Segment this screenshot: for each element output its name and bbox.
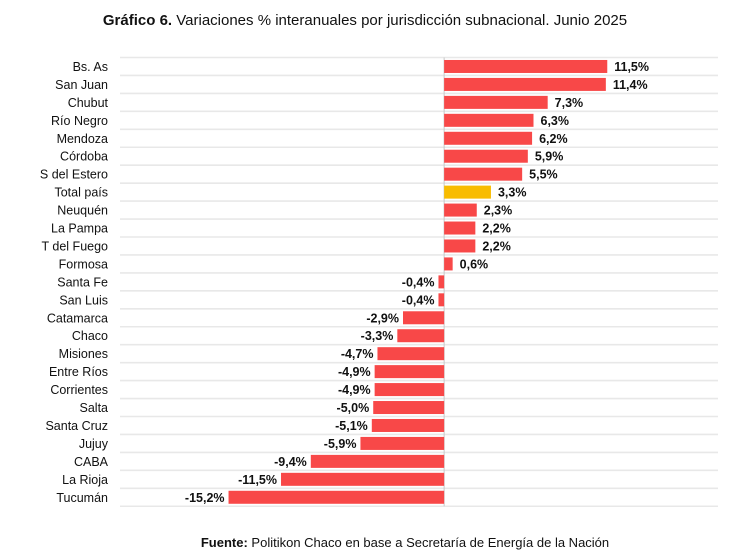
source-note: Fuente: Politikon Chaco en base a Secret… <box>0 535 730 551</box>
category-label: La Rioja <box>62 473 108 487</box>
data-label: 2,2% <box>482 222 511 236</box>
category-label: Neuquén <box>57 204 108 218</box>
chart-title-prefix: Gráfico 6. <box>102 12 173 29</box>
bar <box>373 401 445 415</box>
chart-title: Gráfico 6. Variaciones % interanuales po… <box>0 12 730 30</box>
data-label: 6,2% <box>539 132 568 146</box>
bar <box>444 185 491 199</box>
bar <box>444 149 528 163</box>
bar <box>438 293 445 307</box>
bar <box>374 365 445 379</box>
bar <box>403 311 445 325</box>
data-label: 5,9% <box>535 150 564 164</box>
category-label: S del Estero <box>40 168 108 182</box>
category-label: Santa Fe <box>57 275 108 289</box>
category-label: CABA <box>74 455 109 469</box>
category-label: Salta <box>80 401 109 415</box>
category-label: Entre Ríos <box>49 365 108 379</box>
bar <box>444 113 534 127</box>
data-label: 6,3% <box>541 114 570 128</box>
data-label: -5,0% <box>337 401 370 415</box>
bar <box>444 239 476 253</box>
bar <box>281 472 445 486</box>
bar <box>377 347 445 361</box>
data-label: 3,3% <box>498 186 527 200</box>
source-prefix: Fuente: <box>200 535 248 550</box>
category-label: Río Negro <box>51 114 108 128</box>
category-label: San Luis <box>59 293 108 307</box>
data-label: 2,3% <box>484 204 512 218</box>
bar <box>438 275 445 289</box>
data-label: 0,6% <box>460 257 489 271</box>
category-label: T del Fuego <box>42 239 109 253</box>
bar <box>374 383 445 397</box>
category-label: Formosa <box>59 257 108 271</box>
category-label: Chaco <box>72 329 108 343</box>
bar <box>444 77 606 91</box>
data-label: -0,4% <box>402 293 435 307</box>
category-label: Córdoba <box>60 150 108 164</box>
data-label: -11,5% <box>238 473 277 487</box>
data-label: 11,5% <box>614 60 649 74</box>
data-label: -9,4% <box>274 455 307 469</box>
category-label: Jujuy <box>79 437 109 451</box>
bar <box>444 203 477 217</box>
category-label: Tucumán <box>56 491 108 505</box>
bar <box>228 490 445 504</box>
source-text: Politikon Chaco en base a Secretaría de … <box>251 535 610 550</box>
data-label: -4,9% <box>338 365 371 379</box>
data-label: -0,4% <box>402 275 435 289</box>
category-label: Santa Cruz <box>45 419 108 433</box>
data-label: -5,1% <box>335 419 368 433</box>
category-label: Total país <box>54 186 108 200</box>
data-label: -4,9% <box>338 383 371 397</box>
bar <box>444 167 523 181</box>
bar <box>444 95 548 109</box>
category-label: Misiones <box>59 347 108 361</box>
category-label: Corrientes <box>50 383 108 397</box>
data-label: -4,7% <box>341 347 374 361</box>
data-label: 11,4% <box>613 78 648 92</box>
data-label: 7,3% <box>555 96 584 110</box>
chart-title-text: Variaciones % interanuales por jurisdicc… <box>176 12 628 29</box>
bar <box>360 436 445 450</box>
bar <box>444 257 453 271</box>
category-label: Mendoza <box>57 132 108 146</box>
data-label: 2,2% <box>482 239 511 253</box>
data-label: -3,3% <box>361 329 394 343</box>
bar <box>444 59 608 73</box>
bar <box>371 418 445 432</box>
category-label: Bs. As <box>73 60 108 74</box>
bar <box>397 329 445 343</box>
category-label: La Pampa <box>51 222 108 236</box>
bar <box>444 131 533 145</box>
bar <box>310 454 445 468</box>
data-label: -5,9% <box>324 437 357 451</box>
bar <box>444 221 476 235</box>
data-label: 5,5% <box>529 168 558 182</box>
category-label: Chubut <box>68 96 109 110</box>
category-label: San Juan <box>55 78 108 92</box>
data-label: -15,2% <box>185 491 225 505</box>
data-label: -2,9% <box>366 311 399 325</box>
category-label: Catamarca <box>47 311 108 325</box>
